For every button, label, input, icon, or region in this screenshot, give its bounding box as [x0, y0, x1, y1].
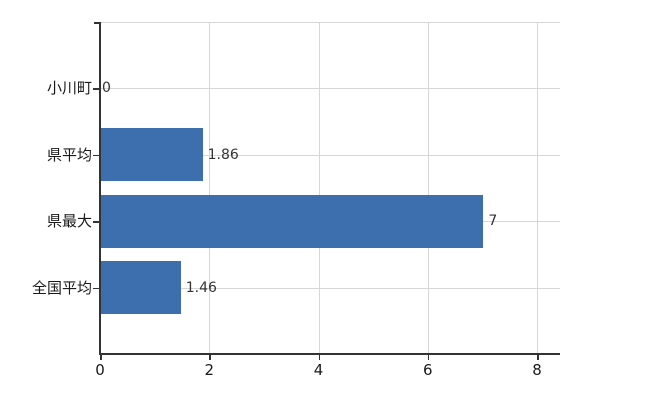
- horizontal-gridline: [100, 287, 560, 289]
- category-label: 全国平均: [31, 278, 92, 297]
- y-axis-line: [99, 22, 101, 355]
- x-tick-label: 6: [422, 361, 433, 379]
- y-axis-top-cap: [94, 22, 99, 24]
- bar-value-label: 7: [488, 213, 498, 230]
- bar-value-label: 1.46: [185, 279, 217, 296]
- horizontal-gridline: [100, 88, 560, 89]
- x-axis-line: [99, 353, 560, 355]
- x-tick-label: 8: [532, 361, 542, 379]
- category-label: 県平均: [46, 145, 92, 164]
- x-tick-label: 4: [313, 361, 324, 379]
- bar-1: [101, 128, 203, 182]
- bar-2: [101, 194, 484, 248]
- y-tick-mark: [93, 154, 99, 157]
- bar-value-label: 1.86: [207, 146, 239, 163]
- x-tick-label: 0: [95, 361, 105, 379]
- vertical-gridline: [537, 22, 538, 353]
- x-tick-mark: [100, 354, 102, 360]
- x-tick-mark: [427, 354, 430, 360]
- bar-3: [101, 261, 181, 315]
- x-tick-mark: [209, 354, 211, 360]
- horizontal-gridline: [100, 154, 560, 156]
- y-tick-mark: [93, 221, 99, 223]
- vertical-gridline: [209, 22, 211, 353]
- y-tick-mark: [93, 88, 99, 90]
- category-label: 県最大: [46, 212, 92, 231]
- x-tick-mark: [537, 354, 539, 360]
- x-tick-label: 2: [204, 361, 215, 379]
- x-tick-mark: [318, 354, 320, 360]
- bar-value-label: 0: [102, 80, 111, 96]
- category-label: 小川町: [46, 79, 92, 97]
- vertical-gridline: [318, 22, 320, 353]
- vertical-gridline: [427, 22, 429, 353]
- y-tick-mark: [93, 287, 99, 290]
- plot-top-border: [100, 22, 560, 23]
